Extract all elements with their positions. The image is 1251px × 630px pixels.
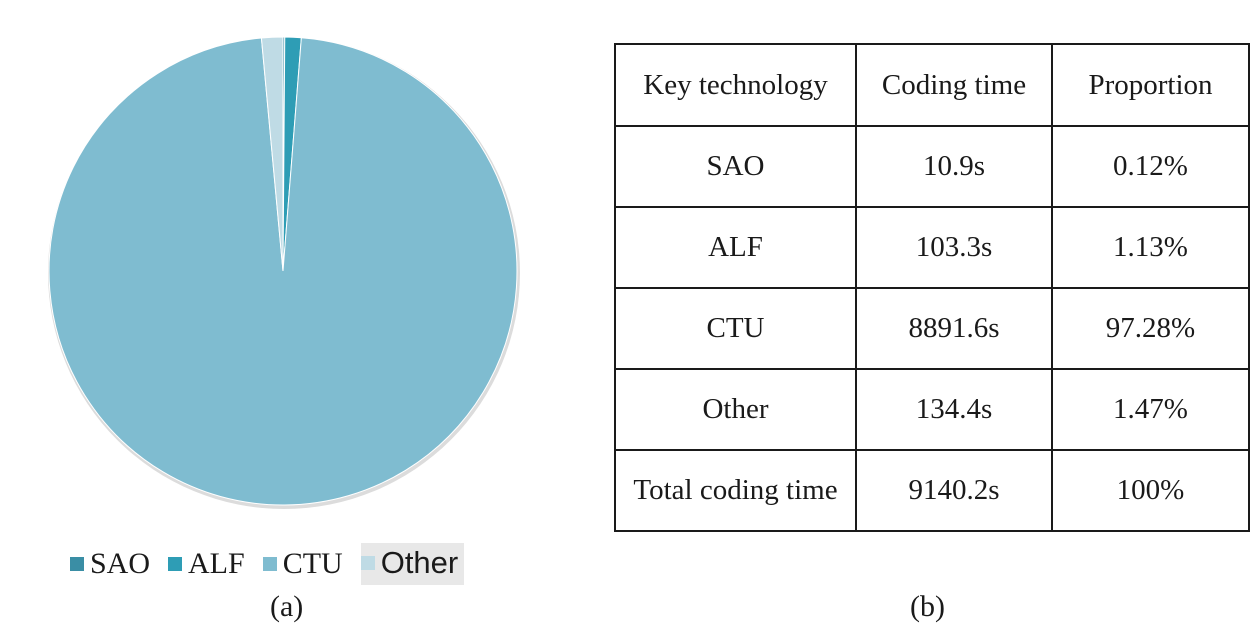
- table-cell: 0.12%: [1051, 125, 1250, 208]
- legend-label-alf: ALF: [188, 547, 245, 580]
- table-cell: 97.28%: [1051, 287, 1250, 370]
- legend-item-other: Other: [360, 543, 465, 585]
- legend-label-ctu: CTU: [282, 547, 343, 580]
- table-cell: 9140.2s: [855, 449, 1053, 532]
- table-cell: Other: [614, 368, 857, 451]
- pie-chart: [48, 36, 520, 509]
- header-coding-time: Coding time: [855, 43, 1053, 127]
- legend-swatch-alf: [168, 557, 183, 571]
- table-cell: Total coding time: [614, 449, 857, 532]
- legend-swatch-ctu: [262, 557, 277, 571]
- table-row: CTU 8891.6s 97.28%: [614, 287, 1250, 370]
- table-cell: 103.3s: [855, 206, 1053, 289]
- legend-label-sao: SAO: [90, 547, 151, 580]
- legend-swatch-sao: [70, 557, 84, 571]
- table-cell: 8891.6s: [855, 287, 1053, 370]
- header-key-technology: Key technology: [614, 43, 857, 127]
- table-row: ALF 103.3s 1.13%: [614, 206, 1250, 289]
- caption-a: (a): [270, 590, 304, 623]
- table-header-row: Key technology Coding time Proportion: [614, 43, 1250, 127]
- chart-legend: SAO ALF CTU Other: [70, 541, 465, 587]
- table-cell: 1.47%: [1051, 368, 1250, 451]
- table-cell: 134.4s: [855, 368, 1053, 451]
- pie-slice-ctu: [48, 37, 518, 506]
- table-row: SAO 10.9s 0.12%: [614, 125, 1250, 208]
- table-row: Other 134.4s 1.47%: [614, 368, 1250, 451]
- legend-item-sao: SAO: [70, 547, 150, 581]
- table-cell: 10.9s: [855, 125, 1053, 208]
- pie-chart-figure: SAO ALF CTU Other: [0, 0, 600, 630]
- caption-b: (b): [910, 590, 945, 623]
- legend-swatch-other: [360, 556, 375, 570]
- header-proportion: Proportion: [1051, 43, 1250, 127]
- table-cell: SAO: [614, 125, 857, 208]
- legend-label-other: Other: [380, 545, 459, 580]
- table-cell: 1.13%: [1051, 206, 1250, 289]
- table-cell: ALF: [614, 206, 857, 289]
- legend-item-alf: ALF: [168, 547, 245, 581]
- table-cell: 100%: [1051, 449, 1250, 532]
- pie-slice-other: [260, 36, 284, 272]
- legend-item-ctu: CTU: [262, 547, 343, 581]
- table-cell: CTU: [614, 287, 857, 370]
- table-row: Total coding time 9140.2s 100%: [614, 449, 1250, 532]
- coding-time-table: Key technology Coding time Proportion SA…: [614, 43, 1250, 532]
